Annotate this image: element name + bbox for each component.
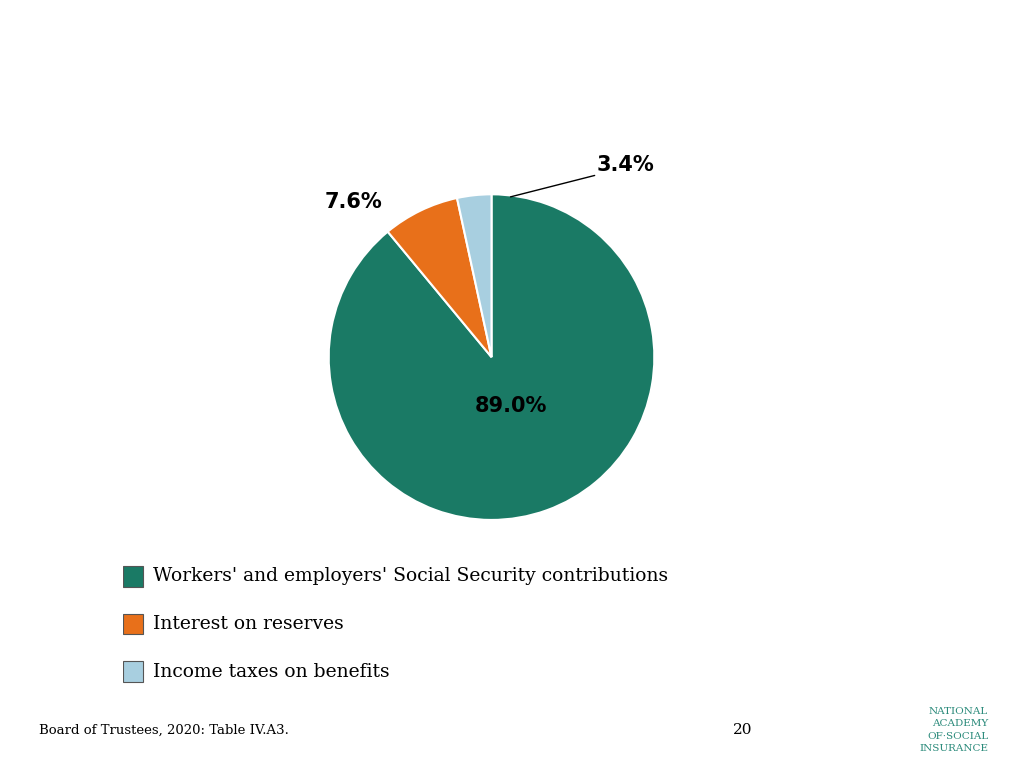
- Bar: [123, 614, 143, 634]
- Text: 20: 20: [732, 723, 753, 737]
- Text: NATIONAL
ACADEMY
OF·SOCIAL
INSURANCE: NATIONAL ACADEMY OF·SOCIAL INSURANCE: [920, 707, 988, 753]
- Text: Interest on reserves: Interest on reserves: [154, 615, 344, 633]
- Text: Income taxes on benefits: Income taxes on benefits: [154, 663, 390, 681]
- Text: 7.6%: 7.6%: [325, 193, 382, 213]
- Text: Where is Social Security Income From?: Where is Social Security Income From?: [52, 21, 972, 63]
- Wedge shape: [329, 194, 654, 520]
- Text: 89.0%: 89.0%: [475, 396, 547, 416]
- Bar: [123, 565, 143, 587]
- Wedge shape: [457, 194, 492, 357]
- Text: 3.4%: 3.4%: [596, 155, 654, 175]
- Text: Workers' and employers' Social Security contributions: Workers' and employers' Social Security …: [154, 567, 669, 585]
- Text: Board of Trustees, 2020: Table IV.A3.: Board of Trustees, 2020: Table IV.A3.: [39, 723, 289, 737]
- Text: Shares of Income to the Trust Funds, 2019: Shares of Income to the Trust Funds, 201…: [179, 84, 845, 111]
- Bar: [123, 661, 143, 683]
- Wedge shape: [388, 198, 492, 357]
